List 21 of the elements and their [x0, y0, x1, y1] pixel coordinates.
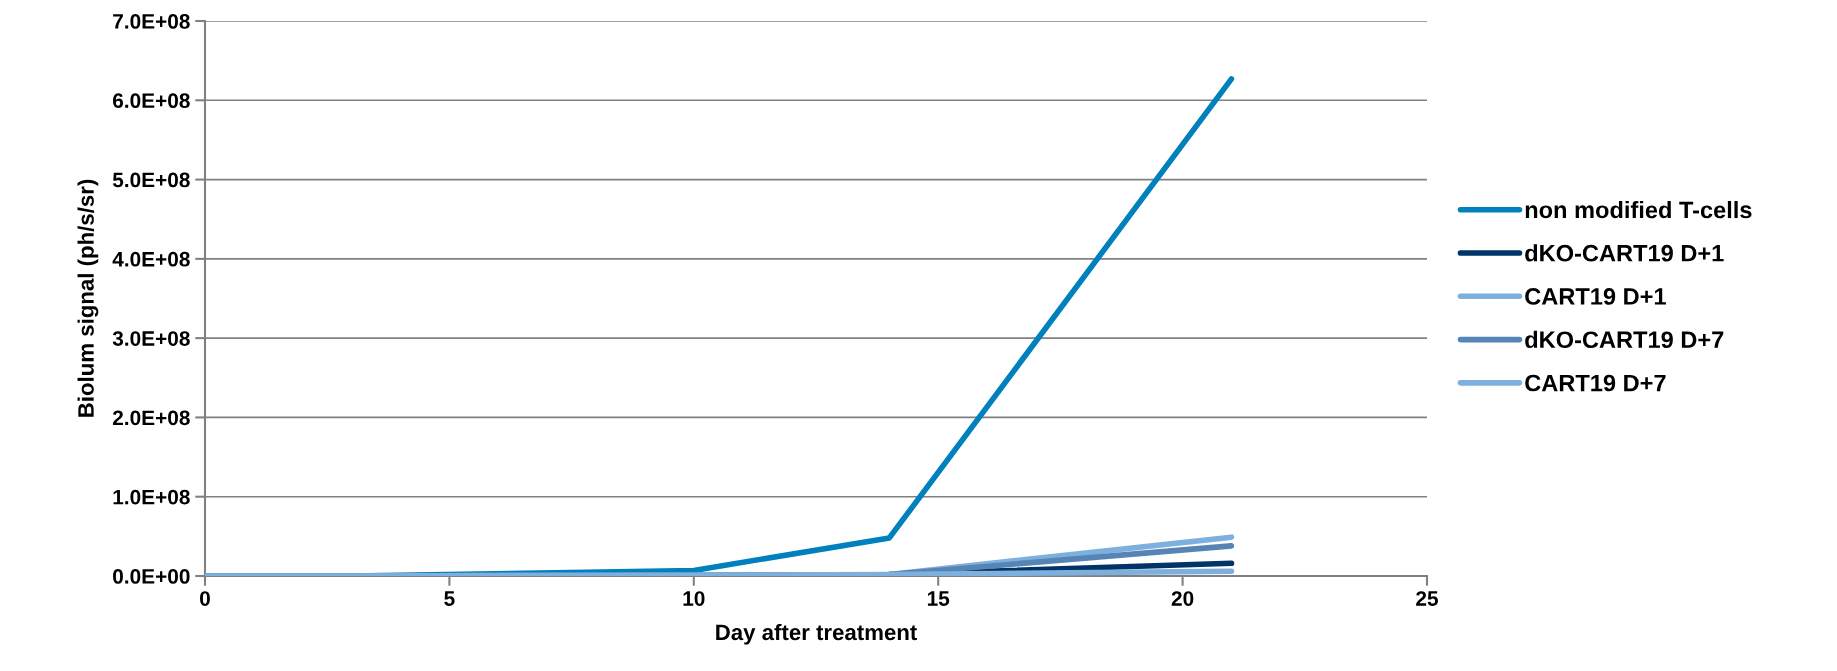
legend-label: non modified T-cells — [1525, 200, 1752, 219]
x-tick-label: 25 — [1416, 591, 1439, 606]
y-tick-label: 1.0E+08 — [113, 489, 190, 505]
y-tick-label: 7.0E+08 — [113, 14, 190, 29]
x-tick-label: 15 — [927, 591, 950, 606]
y-tick-label: 4.0E+08 — [112, 251, 190, 267]
y-tick-label: 2.0E+08 — [112, 410, 190, 426]
legend-label: CART19 D+1 — [1525, 288, 1666, 305]
y-axis-title: Biolum signal (ph/s/sr) — [77, 179, 99, 417]
x-tick-label: 0 — [200, 591, 210, 606]
x-tick-label: 10 — [683, 591, 705, 606]
y-tick-label: 6.0E+08 — [112, 93, 190, 109]
x-axis-title: Day after treatment — [716, 623, 917, 645]
y-tick-label: 5.0E+08 — [112, 172, 190, 188]
legend-label: dKO-CART19 D+1 — [1525, 244, 1724, 262]
x-tick-label: 5 — [444, 591, 455, 606]
x-tick-label: 20 — [1171, 591, 1194, 606]
y-tick-label: 3.0E+08 — [112, 331, 190, 346]
legend-label: dKO-CART19 D+7 — [1525, 330, 1724, 349]
y-tick-label: 0.0E+00 — [113, 569, 190, 584]
legend-label: CART19 D+7 — [1525, 374, 1666, 392]
